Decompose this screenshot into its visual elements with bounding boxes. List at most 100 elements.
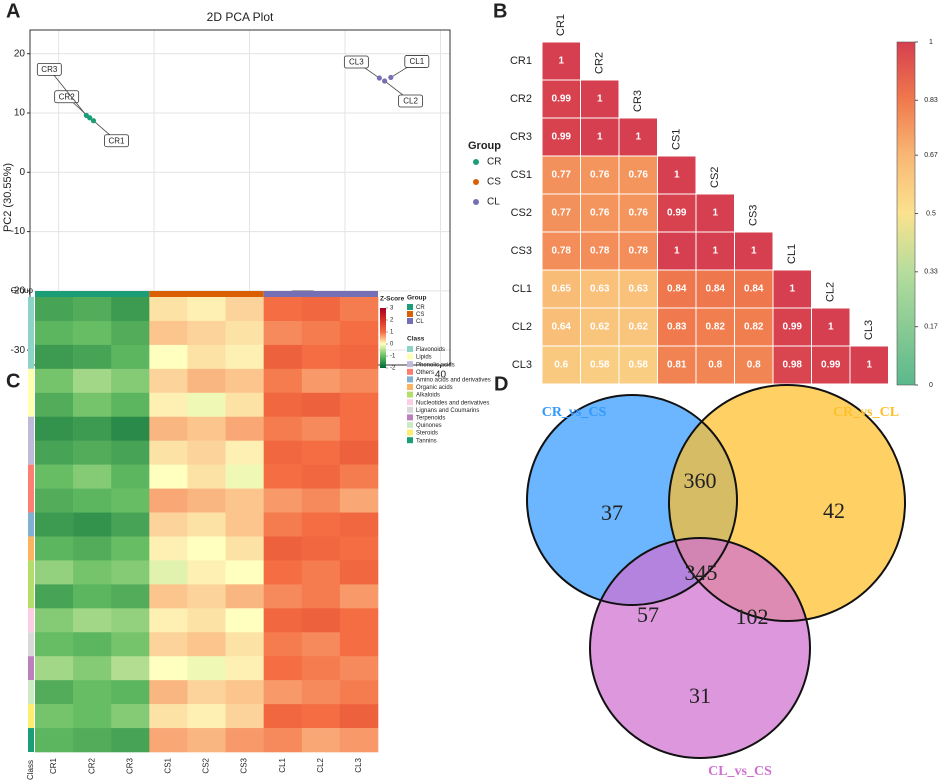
legend-swatch bbox=[407, 429, 413, 436]
cell bbox=[339, 464, 379, 489]
cell bbox=[263, 632, 303, 657]
column-label: CR1 bbox=[555, 14, 567, 36]
venn-set bbox=[590, 538, 810, 758]
legend-label: Flavonoids bbox=[416, 347, 445, 353]
class-bar bbox=[28, 608, 34, 633]
column-label: CR3 bbox=[632, 90, 644, 112]
legend-swatch bbox=[407, 422, 413, 428]
cell bbox=[35, 416, 74, 441]
point-label: CL2 bbox=[403, 97, 418, 106]
column-label: CL2 bbox=[825, 282, 837, 302]
cell-label: 0.99 bbox=[667, 208, 687, 219]
cell bbox=[187, 512, 226, 537]
label-box bbox=[398, 94, 424, 108]
cell bbox=[149, 728, 188, 753]
cell bbox=[35, 488, 74, 513]
cell bbox=[225, 560, 264, 585]
cell bbox=[301, 344, 341, 370]
colorbar-label: -2 bbox=[390, 366, 396, 372]
colorbar-label: 0.17 bbox=[924, 324, 938, 331]
legend-swatch bbox=[407, 353, 413, 360]
cell bbox=[111, 512, 150, 537]
cell bbox=[73, 512, 112, 537]
cell-label: 0.84 bbox=[706, 284, 726, 295]
panel-label: B bbox=[493, 0, 507, 22]
cell bbox=[149, 416, 188, 441]
cell bbox=[111, 440, 150, 465]
cell-label: 0.98 bbox=[783, 360, 803, 371]
cell bbox=[111, 536, 150, 561]
legend-label: Nucleotides and derivatives bbox=[416, 400, 489, 406]
colorbar-label: -1 bbox=[390, 354, 396, 360]
cell bbox=[225, 680, 264, 705]
point bbox=[90, 118, 97, 124]
cell bbox=[339, 560, 379, 585]
cell bbox=[73, 344, 112, 370]
cell bbox=[225, 320, 264, 346]
legend-swatch bbox=[407, 414, 413, 421]
cell bbox=[111, 416, 150, 441]
colorbar-label: 0.67 bbox=[924, 152, 938, 159]
venn-outline bbox=[589, 537, 811, 759]
class-bar bbox=[28, 416, 34, 465]
cell-label: 0.6 bbox=[554, 360, 568, 371]
legend-label: Amino acids and derivatives bbox=[416, 377, 491, 383]
cell bbox=[225, 416, 264, 441]
cell bbox=[111, 464, 150, 489]
cell bbox=[73, 704, 112, 729]
colorbar-label: 0 bbox=[390, 342, 394, 348]
colorbar-label: 1 bbox=[929, 39, 933, 46]
cell bbox=[111, 584, 150, 609]
point bbox=[382, 78, 388, 84]
cell bbox=[35, 320, 74, 346]
cell-label: 0.76 bbox=[590, 208, 610, 219]
point bbox=[83, 112, 89, 118]
cell bbox=[657, 307, 697, 347]
legend-swatch bbox=[407, 376, 413, 383]
legend-swatch bbox=[407, 406, 413, 413]
colorbar-label: 0 bbox=[929, 382, 933, 389]
cell bbox=[225, 392, 264, 418]
cell bbox=[225, 464, 264, 489]
cell bbox=[35, 560, 74, 585]
cell-label: 0.99 bbox=[552, 132, 572, 143]
legend-label: Tannins bbox=[416, 438, 437, 444]
class-bar bbox=[28, 297, 34, 369]
cell bbox=[618, 193, 658, 233]
cell-label: 0.8 bbox=[708, 360, 722, 371]
cell bbox=[187, 416, 226, 441]
cell bbox=[618, 117, 658, 157]
cell-label: 1 bbox=[597, 132, 603, 143]
cell bbox=[301, 632, 341, 657]
cell bbox=[187, 488, 226, 513]
cell-label: 1 bbox=[674, 170, 680, 181]
point-label: CR1 bbox=[108, 136, 125, 145]
cell bbox=[187, 656, 226, 681]
cell-label: 0.81 bbox=[667, 360, 687, 371]
class-bar bbox=[28, 680, 34, 705]
cell bbox=[73, 392, 112, 418]
point-label: CR3 bbox=[41, 65, 58, 74]
cell bbox=[811, 345, 851, 385]
group-bar bbox=[35, 291, 150, 297]
column-label: CS1 bbox=[163, 757, 172, 773]
cell bbox=[35, 297, 74, 322]
cell bbox=[35, 392, 74, 418]
legend-swatch bbox=[473, 159, 479, 165]
cell bbox=[301, 680, 341, 705]
cell bbox=[580, 193, 620, 233]
legend-label: CS bbox=[487, 177, 501, 188]
cell bbox=[301, 656, 341, 681]
column-label: CL1 bbox=[278, 757, 287, 772]
cell bbox=[35, 680, 74, 705]
class-bar bbox=[28, 704, 34, 729]
legend-swatch bbox=[407, 437, 413, 444]
venn-count: 345 bbox=[685, 560, 718, 585]
y-tick-label: -30 bbox=[11, 345, 26, 356]
cell bbox=[187, 440, 226, 465]
cell bbox=[339, 392, 379, 418]
chart-title: 2D PCA Plot bbox=[207, 10, 274, 24]
cell bbox=[149, 392, 188, 418]
cell-label: 0.99 bbox=[821, 360, 841, 371]
